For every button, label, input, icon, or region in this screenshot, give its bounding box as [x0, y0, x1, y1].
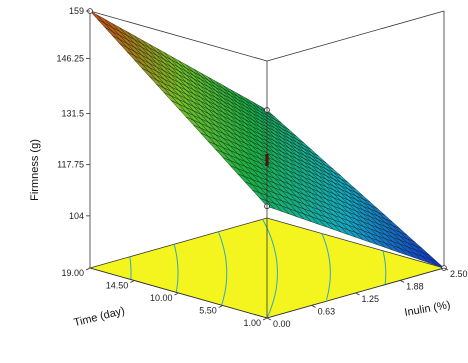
- box-edge-top-right: [266, 10, 445, 62]
- x-tick-label: 19.00: [61, 268, 84, 278]
- z-tick-label: 131.5: [61, 108, 84, 118]
- y-tick-label: 0.63: [318, 306, 336, 316]
- x-tick-label: 1.00: [243, 318, 261, 328]
- x-tick-label: 10.00: [150, 293, 173, 303]
- x-tick-mark: [130, 280, 135, 283]
- y-tick-label: 1.25: [362, 294, 380, 304]
- floor-contour-1: [321, 233, 331, 300]
- y-tick-label: 0.00: [273, 319, 291, 329]
- y-tick-mark: [399, 280, 405, 283]
- z-tick-label: 159: [69, 6, 84, 16]
- z-tick-label: 104: [69, 211, 84, 221]
- surface-mesh: [87, 8, 447, 271]
- floor-contour-4: [173, 244, 179, 293]
- z-tick-label: 117.75: [57, 160, 84, 170]
- y-tick-mark: [266, 317, 272, 321]
- floor-contour-5: [129, 256, 132, 280]
- y-tick-label: 1.88: [406, 281, 424, 291]
- box-edge-top-left: [89, 10, 268, 62]
- floor-contour-0: [382, 250, 387, 284]
- floor-contour-3: [217, 231, 228, 306]
- x-tick-label: 14.50: [106, 281, 129, 291]
- x-tick-mark: [85, 267, 91, 271]
- x-axis-title: Time (day): [73, 305, 127, 329]
- x-tick-mark: [174, 292, 179, 296]
- y-tick-mark: [311, 305, 316, 308]
- y-tick-label: 2.50: [450, 269, 468, 279]
- surface-cell: [89, 10, 105, 24]
- floor-contour-2: [262, 219, 278, 319]
- y-tick-mark: [355, 292, 360, 296]
- y-tick-mark: [443, 267, 449, 271]
- plot-box: [89, 10, 445, 268]
- z-axis-title: Firmness (g): [29, 139, 41, 201]
- x-tick-mark: [218, 305, 223, 308]
- x-tick-label: 5.50: [199, 306, 217, 316]
- z-tick-label: 146.25: [56, 53, 84, 63]
- x-tick-mark: [262, 317, 268, 321]
- y-axis-title: Inulin (%): [404, 299, 452, 319]
- tick-labels: 159 146.25 131.5 117.75 104 19.00 14.50 10.00 5.…: [56, 6, 467, 329]
